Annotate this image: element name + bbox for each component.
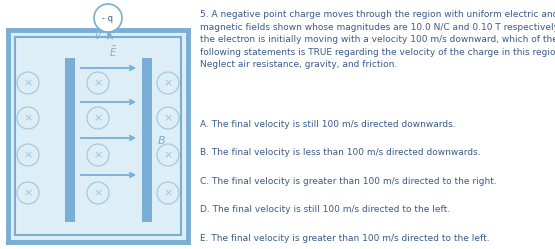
Text: ×: × xyxy=(163,188,173,198)
Bar xyxy=(8,30,188,242)
Text: 5. A negative point charge moves through the region with uniform electric and
ma: 5. A negative point charge moves through… xyxy=(200,10,555,69)
Text: ×: × xyxy=(93,113,103,123)
Text: $B$: $B$ xyxy=(157,134,166,146)
Text: ×: × xyxy=(163,150,173,160)
Bar xyxy=(65,58,75,222)
Bar xyxy=(142,58,152,222)
Text: $\vec{E}$: $\vec{E}$ xyxy=(109,44,118,59)
Circle shape xyxy=(94,4,122,32)
Text: $v$: $v$ xyxy=(94,30,102,41)
Text: ×: × xyxy=(93,150,103,160)
Text: A. The final velocity is still 100 m/s directed downwards.: A. The final velocity is still 100 m/s d… xyxy=(200,120,456,128)
Text: ×: × xyxy=(163,113,173,123)
Text: ×: × xyxy=(23,113,33,123)
Text: E. The final velocity is greater than 100 m/s directed to the left.: E. The final velocity is greater than 10… xyxy=(200,234,490,243)
Text: ×: × xyxy=(23,78,33,88)
Text: ×: × xyxy=(163,78,173,88)
Text: ×: × xyxy=(23,188,33,198)
Text: - q: - q xyxy=(103,13,114,22)
Text: ×: × xyxy=(23,150,33,160)
Text: C. The final velocity is greater than 100 m/s directed to the right.: C. The final velocity is greater than 10… xyxy=(200,177,497,186)
Text: ×: × xyxy=(93,188,103,198)
Text: B. The final velocity is less than 100 m/s directed downwards.: B. The final velocity is less than 100 m… xyxy=(200,148,481,157)
Text: ×: × xyxy=(93,78,103,88)
Text: D. The final velocity is still 100 m/s directed to the left.: D. The final velocity is still 100 m/s d… xyxy=(200,205,450,214)
